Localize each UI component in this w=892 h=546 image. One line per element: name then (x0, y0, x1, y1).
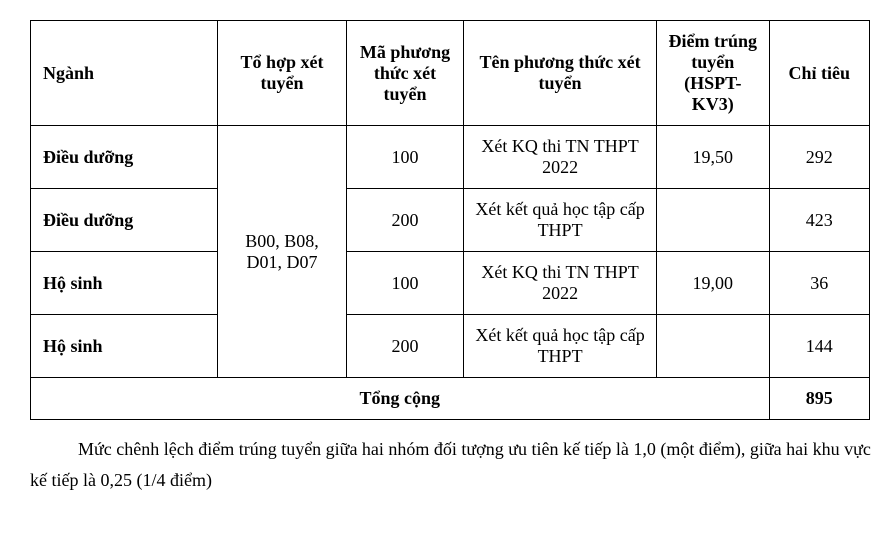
header-ten: Tên phương thức xét tuyển (464, 21, 657, 126)
cell-ma: 200 (346, 315, 463, 378)
cell-chitieu: 292 (769, 126, 870, 189)
cell-ten: Xét KQ thi TN THPT 2022 (464, 126, 657, 189)
admission-table: Ngành Tổ hợp xét tuyển Mã phương thức xé… (30, 20, 870, 420)
cell-ma: 200 (346, 189, 463, 252)
header-tohop: Tổ hợp xét tuyển (218, 21, 347, 126)
header-chitieu: Chỉ tiêu (769, 21, 870, 126)
cell-nganh: Hộ sinh (31, 252, 218, 315)
table-row: Hộ sinh 200 Xét kết quả học tập cấp THPT… (31, 315, 870, 378)
table-row: Hộ sinh 100 Xét KQ thi TN THPT 2022 19,0… (31, 252, 870, 315)
header-diem: Điểm trúng tuyển (HSPT-KV3) (657, 21, 769, 126)
cell-ma: 100 (346, 126, 463, 189)
cell-ma: 100 (346, 252, 463, 315)
cell-chitieu: 144 (769, 315, 870, 378)
footnote: Mức chênh lệch điểm trúng tuyển giữa hai… (30, 434, 872, 495)
cell-diem (657, 189, 769, 252)
table-header-row: Ngành Tổ hợp xét tuyển Mã phương thức xé… (31, 21, 870, 126)
table-total-row: Tổng cộng 895 (31, 378, 870, 420)
cell-nganh: Điều dưỡng (31, 126, 218, 189)
cell-tohop-merged: B00, B08, D01, D07 (218, 126, 347, 378)
header-nganh: Ngành (31, 21, 218, 126)
cell-ten: Xét KQ thi TN THPT 2022 (464, 252, 657, 315)
total-value: 895 (769, 378, 870, 420)
table-row: Điều dưỡng 200 Xét kết quả học tập cấp T… (31, 189, 870, 252)
cell-nganh: Điều dưỡng (31, 189, 218, 252)
cell-ten: Xét kết quả học tập cấp THPT (464, 189, 657, 252)
cell-diem: 19,50 (657, 126, 769, 189)
cell-ten: Xét kết quả học tập cấp THPT (464, 315, 657, 378)
cell-diem: 19,00 (657, 252, 769, 315)
cell-diem (657, 315, 769, 378)
cell-chitieu: 36 (769, 252, 870, 315)
total-label: Tổng cộng (31, 378, 770, 420)
cell-nganh: Hộ sinh (31, 315, 218, 378)
table-row: Điều dưỡng B00, B08, D01, D07 100 Xét KQ… (31, 126, 870, 189)
cell-chitieu: 423 (769, 189, 870, 252)
header-ma: Mã phương thức xét tuyển (346, 21, 463, 126)
